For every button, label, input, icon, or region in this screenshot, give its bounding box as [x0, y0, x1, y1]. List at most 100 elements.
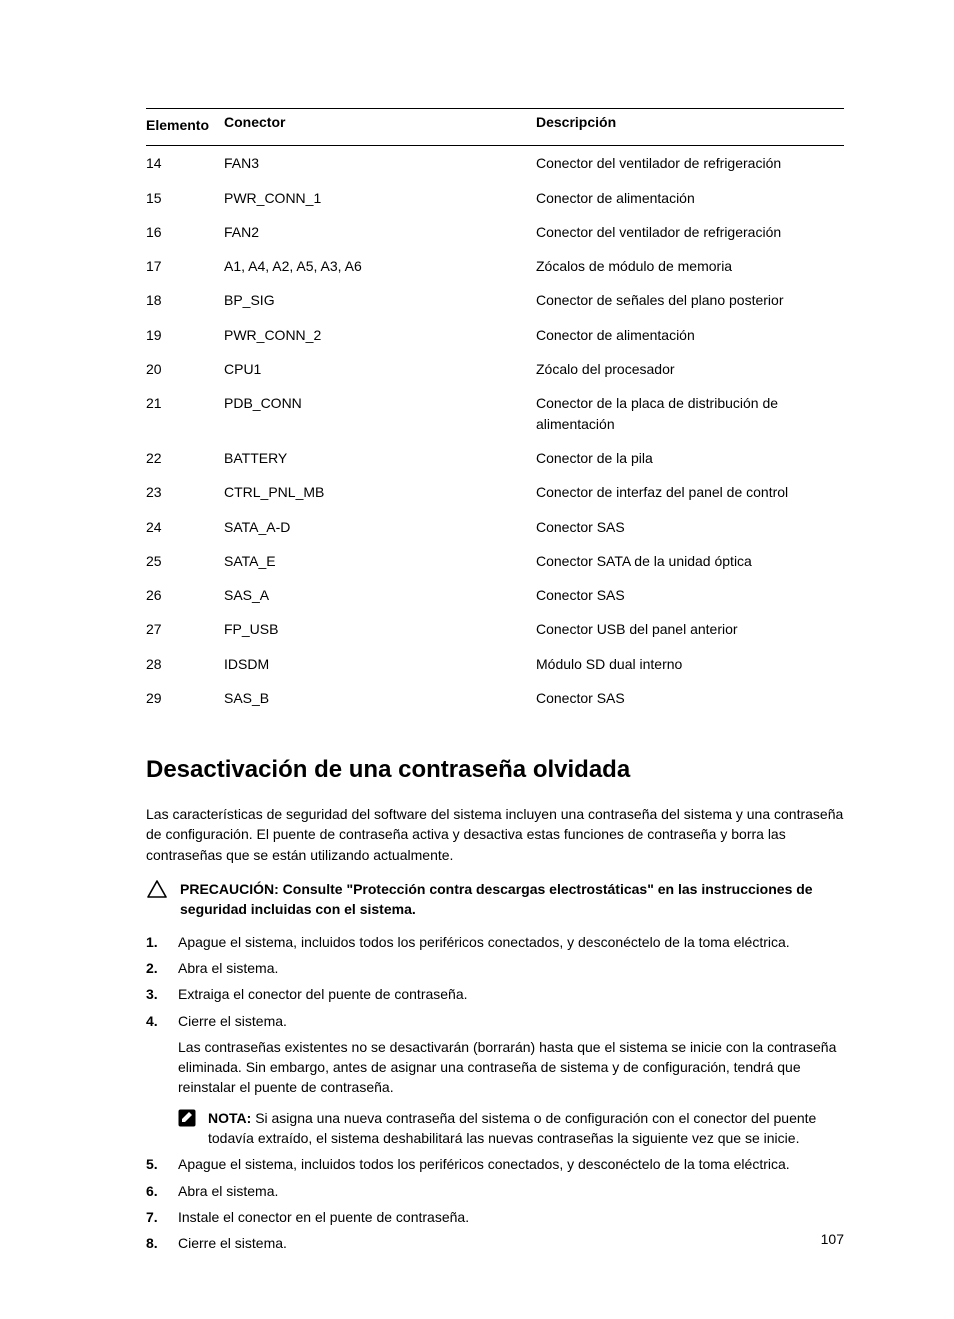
cell-de: Conector SAS: [536, 510, 844, 544]
cell-el: 24: [146, 510, 224, 544]
cell-el: 21: [146, 386, 224, 441]
caution-text: PRECAUCIÓN: Consulte "Protección contra …: [180, 879, 844, 920]
cell-el: 29: [146, 681, 224, 715]
step-item: Cierre el sistema. Las contraseñas existe…: [146, 1011, 844, 1149]
cell-cn: SAS_B: [224, 681, 536, 715]
note-text: NOTA: Si asigna una nueva contraseña del…: [208, 1108, 844, 1149]
cell-cn: PWR_CONN_1: [224, 181, 536, 215]
connector-table: Elemento Conector Descripción 14FAN3Cone…: [146, 108, 844, 715]
note-icon: [178, 1108, 198, 1132]
cell-cn: CPU1: [224, 352, 536, 386]
cell-de: Conector de la pila: [536, 441, 844, 475]
cell-cn: BATTERY: [224, 441, 536, 475]
table-row: 14FAN3Conector del ventilador de refrige…: [146, 146, 844, 181]
cell-el: 19: [146, 318, 224, 352]
step-text: Instale el conector en el puente de cont…: [178, 1209, 469, 1225]
cell-el: 22: [146, 441, 224, 475]
table-row: 27FP_USBConector USB del panel anterior: [146, 612, 844, 646]
cell-de: Zócalos de módulo de memoria: [536, 249, 844, 283]
cell-de: Conector de alimentación: [536, 318, 844, 352]
cell-de: Zócalo del procesador: [536, 352, 844, 386]
caution-icon: [146, 879, 168, 898]
cell-de: Conector SAS: [536, 578, 844, 612]
table-body: 14FAN3Conector del ventilador de refrige…: [146, 146, 844, 716]
header-conector: Conector: [224, 109, 536, 146]
table-row: 22BATTERYConector de la pila: [146, 441, 844, 475]
cell-cn: PWR_CONN_2: [224, 318, 536, 352]
table-row: 24SATA_A-DConector SAS: [146, 510, 844, 544]
table-row: 21PDB_CONNConector de la placa de distri…: [146, 386, 844, 441]
cell-cn: BP_SIG: [224, 283, 536, 317]
step-text: Cierre el sistema.: [178, 1235, 287, 1251]
cell-de: Conector de señales del plano posterior: [536, 283, 844, 317]
steps-list: Apague el sistema, incluidos todos los p…: [146, 932, 844, 1254]
table-row: 29SAS_BConector SAS: [146, 681, 844, 715]
cell-el: 28: [146, 647, 224, 681]
step-item: Abra el sistema.: [146, 1181, 844, 1201]
table-row: 26SAS_AConector SAS: [146, 578, 844, 612]
section-title: Desactivación de una contraseña olvidada: [146, 753, 844, 788]
step-text: Extraiga el conector del puente de contr…: [178, 986, 468, 1002]
cell-el: 16: [146, 215, 224, 249]
header-descripcion: Descripción: [536, 109, 844, 146]
cell-el: 20: [146, 352, 224, 386]
cell-el: 14: [146, 146, 224, 181]
cell-de: Módulo SD dual interno: [536, 647, 844, 681]
table-row: 28IDSDMMódulo SD dual interno: [146, 647, 844, 681]
step-text: Apague el sistema, incluidos todos los p…: [178, 1156, 790, 1172]
cell-cn: CTRL_PNL_MB: [224, 475, 536, 509]
document-page: Elemento Conector Descripción 14FAN3Cone…: [0, 0, 954, 1319]
cell-cn: SATA_A-D: [224, 510, 536, 544]
cell-el: 18: [146, 283, 224, 317]
page-number: 107: [821, 1229, 844, 1249]
cell-cn: IDSDM: [224, 647, 536, 681]
cell-cn: PDB_CONN: [224, 386, 536, 441]
table-row: 16FAN2Conector del ventilador de refrige…: [146, 215, 844, 249]
cell-cn: FAN3: [224, 146, 536, 181]
step-item: Apague el sistema, incluidos todos los p…: [146, 1154, 844, 1174]
step-text: Abra el sistema.: [178, 960, 278, 976]
cell-cn: FAN2: [224, 215, 536, 249]
cell-el: 17: [146, 249, 224, 283]
step-item: Apague el sistema, incluidos todos los p…: [146, 932, 844, 952]
cell-de: Conector de interfaz del panel de contro…: [536, 475, 844, 509]
step-text: Apague el sistema, incluidos todos los p…: [178, 934, 790, 950]
cell-cn: SAS_A: [224, 578, 536, 612]
table-row: 23CTRL_PNL_MBConector de interfaz del pa…: [146, 475, 844, 509]
cell-de: Conector SAS: [536, 681, 844, 715]
step-item: Extraiga el conector del puente de contr…: [146, 984, 844, 1004]
table-row: 25SATA_EConector SATA de la unidad óptic…: [146, 544, 844, 578]
step-text: Abra el sistema.: [178, 1183, 278, 1199]
note-callout: NOTA: Si asigna una nueva contraseña del…: [178, 1108, 844, 1149]
cell-de: Conector USB del panel anterior: [536, 612, 844, 646]
cell-el: 27: [146, 612, 224, 646]
step-text: Cierre el sistema.: [178, 1013, 287, 1029]
cell-de: Conector SATA de la unidad óptica: [536, 544, 844, 578]
table-row: 17A1, A4, A2, A5, A3, A6Zócalos de módul…: [146, 249, 844, 283]
cell-el: 15: [146, 181, 224, 215]
note-body: Si asigna una nueva contraseña del siste…: [208, 1110, 816, 1146]
cell-cn: SATA_E: [224, 544, 536, 578]
step-item: Cierre el sistema.: [146, 1233, 844, 1253]
table-row: 19PWR_CONN_2Conector de alimentación: [146, 318, 844, 352]
note-lead: NOTA:: [208, 1110, 255, 1126]
step-item: Abra el sistema.: [146, 958, 844, 978]
header-elemento: Elemento: [146, 109, 224, 146]
intro-paragraph: Las características de seguridad del sof…: [146, 804, 844, 865]
cell-cn: FP_USB: [224, 612, 536, 646]
caution-callout: PRECAUCIÓN: Consulte "Protección contra …: [146, 879, 844, 920]
caution-lead: PRECAUCIÓN:: [180, 881, 283, 897]
cell-de: Conector de alimentación: [536, 181, 844, 215]
table-row: 20CPU1Zócalo del procesador: [146, 352, 844, 386]
step-item: Instale el conector en el puente de cont…: [146, 1207, 844, 1227]
cell-el: 26: [146, 578, 224, 612]
table-row: 15PWR_CONN_1Conector de alimentación: [146, 181, 844, 215]
cell-el: 23: [146, 475, 224, 509]
step-extra: Las contraseñas existentes no se desacti…: [178, 1037, 844, 1098]
cell-el: 25: [146, 544, 224, 578]
cell-cn: A1, A4, A2, A5, A3, A6: [224, 249, 536, 283]
cell-de: Conector del ventilador de refrigeración: [536, 146, 844, 181]
table-header-row: Elemento Conector Descripción: [146, 109, 844, 146]
cell-de: Conector del ventilador de refrigeración: [536, 215, 844, 249]
table-row: 18BP_SIGConector de señales del plano po…: [146, 283, 844, 317]
